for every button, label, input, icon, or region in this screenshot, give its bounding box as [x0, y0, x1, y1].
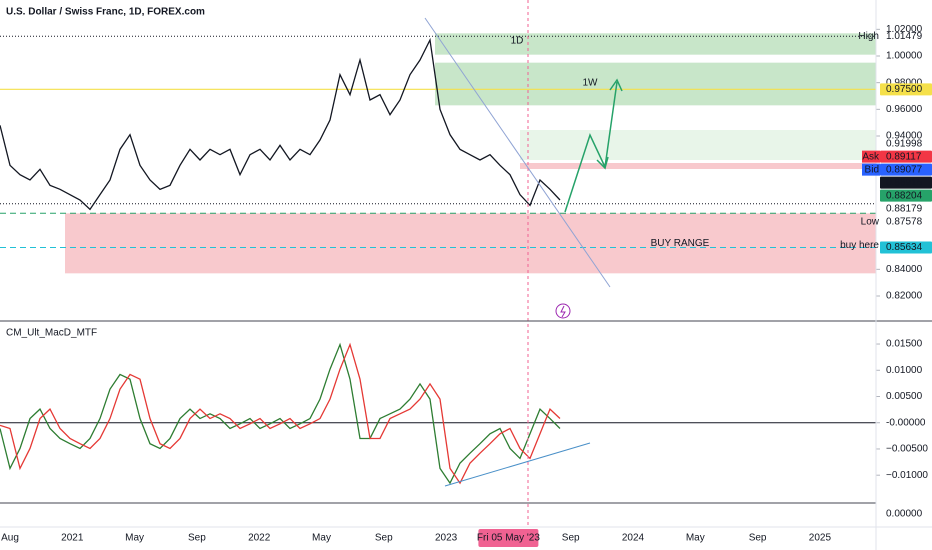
x-tick-label: 2021 — [61, 533, 84, 544]
y-tick-label: 0.84000 — [886, 264, 923, 275]
level-box — [880, 83, 932, 96]
y-tick-label: 1.02000 — [886, 24, 923, 35]
x-tick-label: Sep — [749, 533, 767, 544]
level-label: 0.89117 — [886, 151, 922, 162]
series-line — [0, 37, 561, 211]
x-tick-label: 2023 — [435, 533, 458, 544]
level-box — [880, 150, 932, 163]
indicator-title: CM_Ult_MacD_MTF — [6, 328, 97, 339]
light-zone — [520, 130, 876, 160]
level-label: 0.85634 — [886, 242, 923, 253]
x-tick-label: Sep — [375, 533, 393, 544]
y-tick-label: −0.00500 — [886, 444, 928, 455]
y-tick-label: 0.01500 — [886, 339, 923, 350]
trend-line — [424, 17, 611, 288]
plot: 0.82000 0.84000 0.94000 0.96000 0.98000 1.000… — [0, 24, 928, 485]
zone-label: 1D — [511, 36, 524, 47]
y-tick-label: 1.00000 — [886, 51, 923, 62]
macd-trend-line — [444, 442, 591, 487]
level-tag-box — [862, 163, 880, 176]
level-tag: Bid — [865, 164, 879, 175]
time-highlight — [478, 529, 539, 547]
level-tag-box — [862, 150, 880, 163]
y-tick-label: 0.82000 — [886, 291, 923, 302]
event-icon[interactable] — [555, 303, 571, 319]
level-box — [880, 163, 932, 176]
y-tick-label: 0.94000 — [886, 131, 923, 142]
level-tag: Low — [861, 216, 880, 227]
red-zone — [520, 163, 876, 169]
x-tick-label: 2022 — [248, 533, 271, 544]
x-tick-label: May — [686, 533, 705, 544]
zone-label: 1W — [583, 77, 599, 88]
level-box — [880, 176, 932, 189]
level-label: 0.89077 — [886, 164, 923, 175]
x-tick-label: Sep — [562, 533, 580, 544]
level-label: 1.01479 — [886, 31, 923, 42]
x-tick-label: Aug — [1, 533, 19, 544]
x-tick-label: 2025 — [809, 533, 832, 544]
series-line — [0, 342, 561, 485]
level-box — [880, 241, 932, 254]
zone — [435, 33, 876, 55]
projection-arrow — [564, 81, 618, 213]
y-tick-label: -0.00000 — [886, 417, 926, 428]
event-icon-bolt — [560, 305, 566, 318]
level-tag: High — [858, 31, 879, 42]
arrow-head — [609, 78, 623, 92]
x-tick-label: Sep — [188, 533, 206, 544]
level-label: 0.91998 — [886, 138, 923, 149]
zone — [435, 62, 876, 106]
y-tick-label: 0.01000 — [886, 365, 923, 376]
level-tag: buy here — [840, 240, 879, 251]
labels: 1.01479 High 0.97500 0.91998 0.89117 Ask 0.890… — [1, 31, 932, 547]
y-tick-label: 0.96000 — [886, 104, 923, 115]
zones: 1D 1W BUY RANGE — [0, 33, 876, 274]
level-label: 0.87578 — [886, 216, 923, 227]
x-tick-label: Fri 05 May '23 — [477, 533, 540, 544]
x-tick-label: May — [312, 533, 331, 544]
level-box — [880, 189, 932, 202]
arrow-head — [596, 156, 609, 170]
y-tick-label: 0.98000 — [886, 77, 923, 88]
y-tick-label: −0.01000 — [886, 470, 928, 481]
level-tag: Ask — [862, 151, 880, 162]
zone-label: BUY RANGE — [651, 238, 710, 249]
y-tick-label: 0.00500 — [886, 391, 923, 402]
level-label: 0.88204 — [886, 190, 923, 201]
level-label: 0.88915 — [886, 177, 923, 188]
series-line — [0, 342, 561, 485]
level-label: 0.88179 — [886, 203, 923, 214]
bottom-pane-tick-label: 0.00000 — [886, 509, 923, 520]
zone — [65, 213, 876, 274]
x-tick-label: 2024 — [622, 533, 645, 544]
x-tick-label: May — [125, 533, 144, 544]
chart-title: U.S. Dollar / Swiss Franc, 1D, FOREX.com — [6, 7, 205, 18]
level-label: 0.97500 — [886, 84, 923, 95]
